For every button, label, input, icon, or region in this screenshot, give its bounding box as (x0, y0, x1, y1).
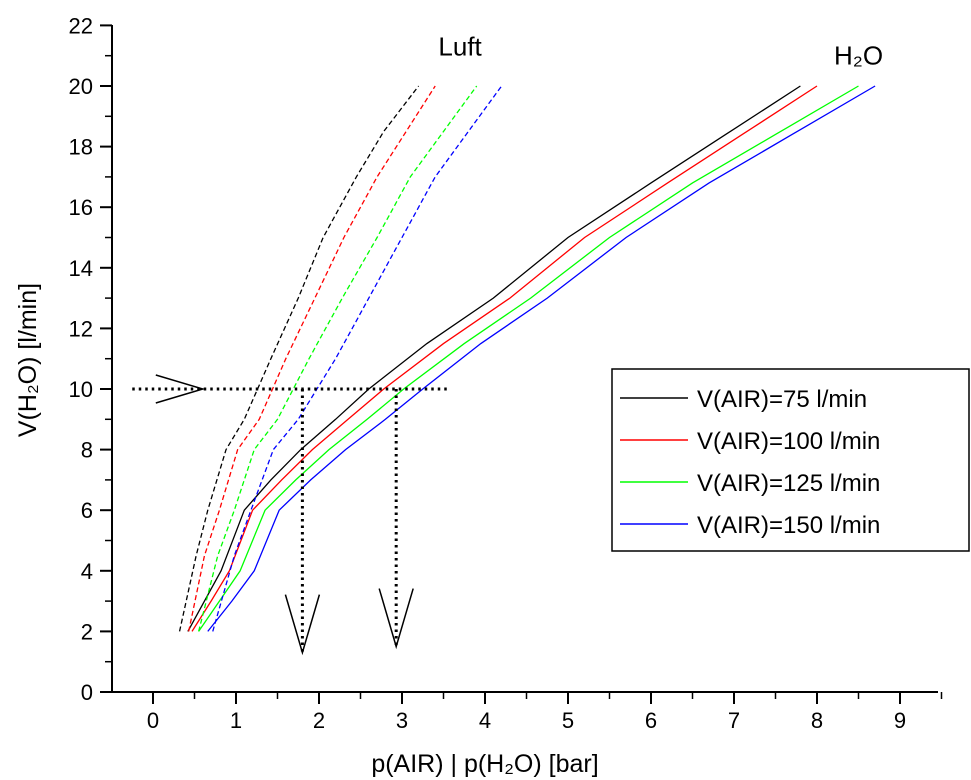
x-ticks: 0 1 2 3 4 5 6 7 8 9 (147, 692, 943, 733)
y-tick-label: 20 (69, 74, 93, 99)
y-tick-label: 18 (69, 135, 93, 160)
annotation-luft: Luft (438, 32, 482, 62)
y-tick-label: 14 (69, 256, 93, 281)
x-axis-title: p(AIR) | p(H₂O) [bar] (371, 750, 598, 778)
x-tick-label: 7 (728, 708, 740, 733)
legend-items: V(AIR)=75 l/min V(AIR)=100 l/min V(AIR)=12… (620, 386, 880, 539)
legend-label: V(AIR)=75 l/min (697, 386, 867, 413)
air-curve-v-air-100-l-min (188, 85, 436, 632)
y-tick-label: 16 (69, 195, 93, 220)
series-curves (178, 85, 876, 632)
y-tick-label: 12 (69, 316, 93, 341)
x-tick-label: 0 (147, 708, 159, 733)
x-tick-label: 6 (645, 708, 657, 733)
y-tick-label: 22 (69, 13, 93, 38)
y-axis-title: V(H₂O) [l/min] (14, 283, 42, 437)
legend-label: V(AIR)=125 l/min (697, 470, 880, 497)
legend-label: V(AIR)=150 l/min (697, 512, 880, 539)
air-curve-v-air-150-l-min (212, 85, 503, 632)
y-tick-label: 10 (69, 377, 93, 402)
x-tick-label: 3 (396, 708, 408, 733)
x-tick-label: 1 (230, 708, 242, 733)
x-tick-label: 9 (894, 708, 906, 733)
water-curve-v-air-150-l-min (207, 85, 876, 632)
arrows (155, 374, 414, 656)
y-tick-label: 8 (81, 438, 93, 463)
x-tick-label: 4 (479, 708, 491, 733)
legend-box (611, 368, 970, 552)
annotation-h2o: H₂O (834, 41, 883, 71)
y-tick-label: 0 (81, 680, 93, 705)
y-tick-label: 2 (81, 619, 93, 644)
x-tick-label: 2 (313, 708, 325, 733)
x-tick-label: 8 (811, 708, 823, 733)
y-tick-label: 4 (81, 559, 93, 584)
arrow-down-icon (284, 594, 321, 656)
legend-label: V(AIR)=100 l/min (697, 428, 880, 455)
legend: V(AIR)=75 l/min V(AIR)=100 l/min V(AIR)=12… (611, 368, 970, 552)
arrow-down-icon (378, 588, 414, 650)
water-curve-v-air-75-l-min (187, 85, 801, 632)
y-tick-label: 6 (81, 498, 93, 523)
y-ticks: 0 2 4 6 8 10 12 14 16 18 20 22 (69, 13, 112, 705)
axes (111, 25, 938, 693)
reference-lines (132, 387, 448, 653)
water-curve-v-air-125-l-min (198, 85, 859, 632)
air-curve-v-air-75-l-min (178, 85, 420, 632)
x-tick-label: 5 (562, 708, 574, 733)
air-curve-v-air-125-l-min (198, 85, 478, 632)
arrow-right-icon (155, 374, 206, 404)
